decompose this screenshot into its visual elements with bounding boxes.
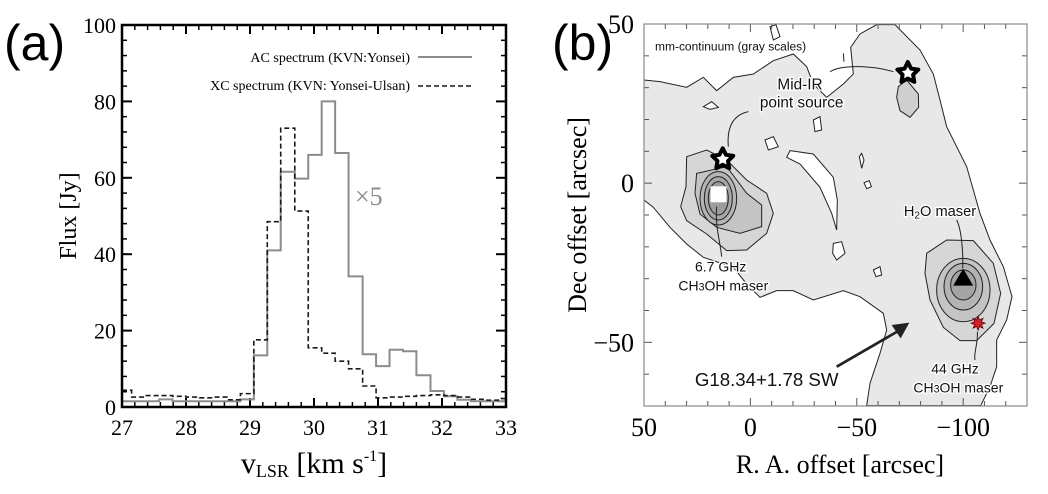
panel-b-axes: 50 0 −50 −100 50 0 −50 bbox=[593, 10, 1028, 442]
panel-b: (b) bbox=[552, 10, 1028, 479]
x-tick-label: 29 bbox=[239, 415, 261, 440]
h2o-h: H bbox=[904, 204, 915, 220]
h2o-rest: O maser bbox=[920, 204, 976, 220]
midir-arrow-2 bbox=[727, 111, 749, 147]
y-tick-label: 50 bbox=[608, 10, 634, 39]
xlabel-v: v bbox=[241, 447, 256, 480]
methanol-6.7ghz-square-icon bbox=[710, 186, 727, 203]
x-tick-label: −100 bbox=[936, 413, 990, 442]
x-tick-label: 27 bbox=[111, 415, 133, 440]
contour-hole bbox=[764, 136, 780, 151]
contour-map: mm-continuum (gray scales) Mid-IR point … bbox=[643, 24, 1013, 407]
panel-b-frame bbox=[643, 23, 1028, 407]
h2o-label: H2O maser bbox=[904, 204, 976, 222]
source-arrow bbox=[835, 328, 901, 368]
mid-ir-star-1-icon bbox=[710, 146, 736, 171]
mid-ir-star-2-icon bbox=[895, 60, 921, 84]
x-tick-label: 30 bbox=[303, 415, 325, 440]
y-tick-label: 100 bbox=[83, 13, 116, 38]
m44-rest: OH maser bbox=[940, 379, 1004, 395]
panel-a-axes: 27 28 29 30 31 32 33 0 20 40 60 80 100 bbox=[83, 13, 517, 440]
source-label: G18.34+1.78 SW bbox=[695, 369, 839, 390]
midir-arrow-1 bbox=[829, 66, 894, 73]
panel-label-b: (b) bbox=[552, 15, 613, 71]
m44-label-1: 44 GHz bbox=[931, 360, 978, 376]
xc-spectrum-line bbox=[122, 127, 506, 401]
methanol-44ghz-star-icon bbox=[969, 315, 987, 332]
h2o-sub: 2 bbox=[914, 211, 920, 222]
contour-hole bbox=[785, 150, 838, 231]
y-tick-label: 80 bbox=[94, 89, 116, 114]
legend-xc-label: XC spectrum (KVN: Yonsei-Ulsan) bbox=[210, 79, 410, 94]
x-tick-label: 31 bbox=[367, 415, 389, 440]
legend-ac-label: AC spectrum (KVN:Yonsei) bbox=[250, 51, 410, 66]
x-tick-label: −50 bbox=[836, 413, 877, 442]
contour-hole bbox=[812, 115, 823, 133]
contour-top bbox=[896, 79, 920, 118]
x-tick-label: 32 bbox=[431, 415, 453, 440]
m67-sub: 3 bbox=[699, 282, 705, 294]
y-tick-label: −50 bbox=[593, 328, 634, 357]
continuum-arrow bbox=[842, 53, 845, 62]
panel-label-a: (a) bbox=[4, 15, 65, 71]
y-tick-label: 0 bbox=[105, 395, 116, 420]
y-axis-label-a: Flux [Jy] bbox=[56, 172, 82, 259]
contour-hole bbox=[832, 241, 846, 261]
x-axis-label-a: vLSR [km s-1] bbox=[241, 447, 387, 481]
panel-a-frame bbox=[120, 23, 508, 409]
y-tick-label: 60 bbox=[94, 166, 116, 191]
m44-ch: CH bbox=[913, 379, 933, 395]
x-tick-label: 28 bbox=[175, 415, 197, 440]
x-tick-label: 33 bbox=[495, 415, 517, 440]
m44-sub: 3 bbox=[934, 383, 940, 395]
x-axis-label-b: R. A. offset [arcsec] bbox=[736, 450, 944, 479]
contour-level-1 bbox=[643, 24, 1013, 407]
contour-hole bbox=[863, 180, 872, 190]
xlabel-unit: [km s bbox=[289, 447, 364, 480]
midir-label-1: Mid-IR bbox=[777, 76, 822, 93]
midir-label-2: point source bbox=[760, 94, 844, 111]
m67-rest: OH maser bbox=[705, 278, 769, 294]
m67-arrow bbox=[715, 206, 723, 257]
h2o-maser-triangle-icon bbox=[953, 268, 974, 286]
annotation-arrows bbox=[715, 53, 978, 361]
m67-label-2: CH3OH maser bbox=[678, 278, 768, 294]
scale-annotation: ×5 bbox=[355, 182, 383, 211]
ac-spectrum-line bbox=[122, 100, 506, 403]
contour-hole bbox=[872, 265, 883, 278]
m44-label-2: CH3OH maser bbox=[913, 379, 1003, 395]
contour-hole bbox=[702, 101, 720, 110]
source-arrowhead bbox=[891, 322, 910, 339]
y-axis-label-b: Dec offset [arcsec] bbox=[563, 117, 592, 313]
continuum-label: mm-continuum (gray scales) bbox=[655, 40, 806, 54]
m67-label-1: 6.7 GHz bbox=[695, 259, 746, 275]
y-tick-label: 0 bbox=[621, 169, 634, 198]
x-tick-label: 0 bbox=[744, 413, 757, 442]
m44-arrow bbox=[974, 331, 978, 361]
h2o-arrow bbox=[956, 219, 964, 269]
y-tick-label: 40 bbox=[94, 242, 116, 267]
xlabel-sub: LSR bbox=[256, 461, 289, 481]
contour-hole bbox=[769, 24, 781, 41]
y-tick-label: 20 bbox=[94, 319, 116, 344]
xlabel-sup: -1 bbox=[364, 448, 377, 465]
legend: AC spectrum (KVN:Yonsei) XC spectrum (KV… bbox=[210, 51, 472, 94]
m67-ch: CH bbox=[678, 278, 698, 294]
xlabel-close: ] bbox=[377, 447, 387, 480]
map-markers bbox=[710, 60, 987, 332]
panel-a: (a) 27 28 29 30 31 32 33 0 20 40 60 80 100 AC spectr… bbox=[4, 13, 517, 481]
contour-hole bbox=[858, 152, 865, 169]
x-tick-label: 50 bbox=[631, 413, 657, 442]
